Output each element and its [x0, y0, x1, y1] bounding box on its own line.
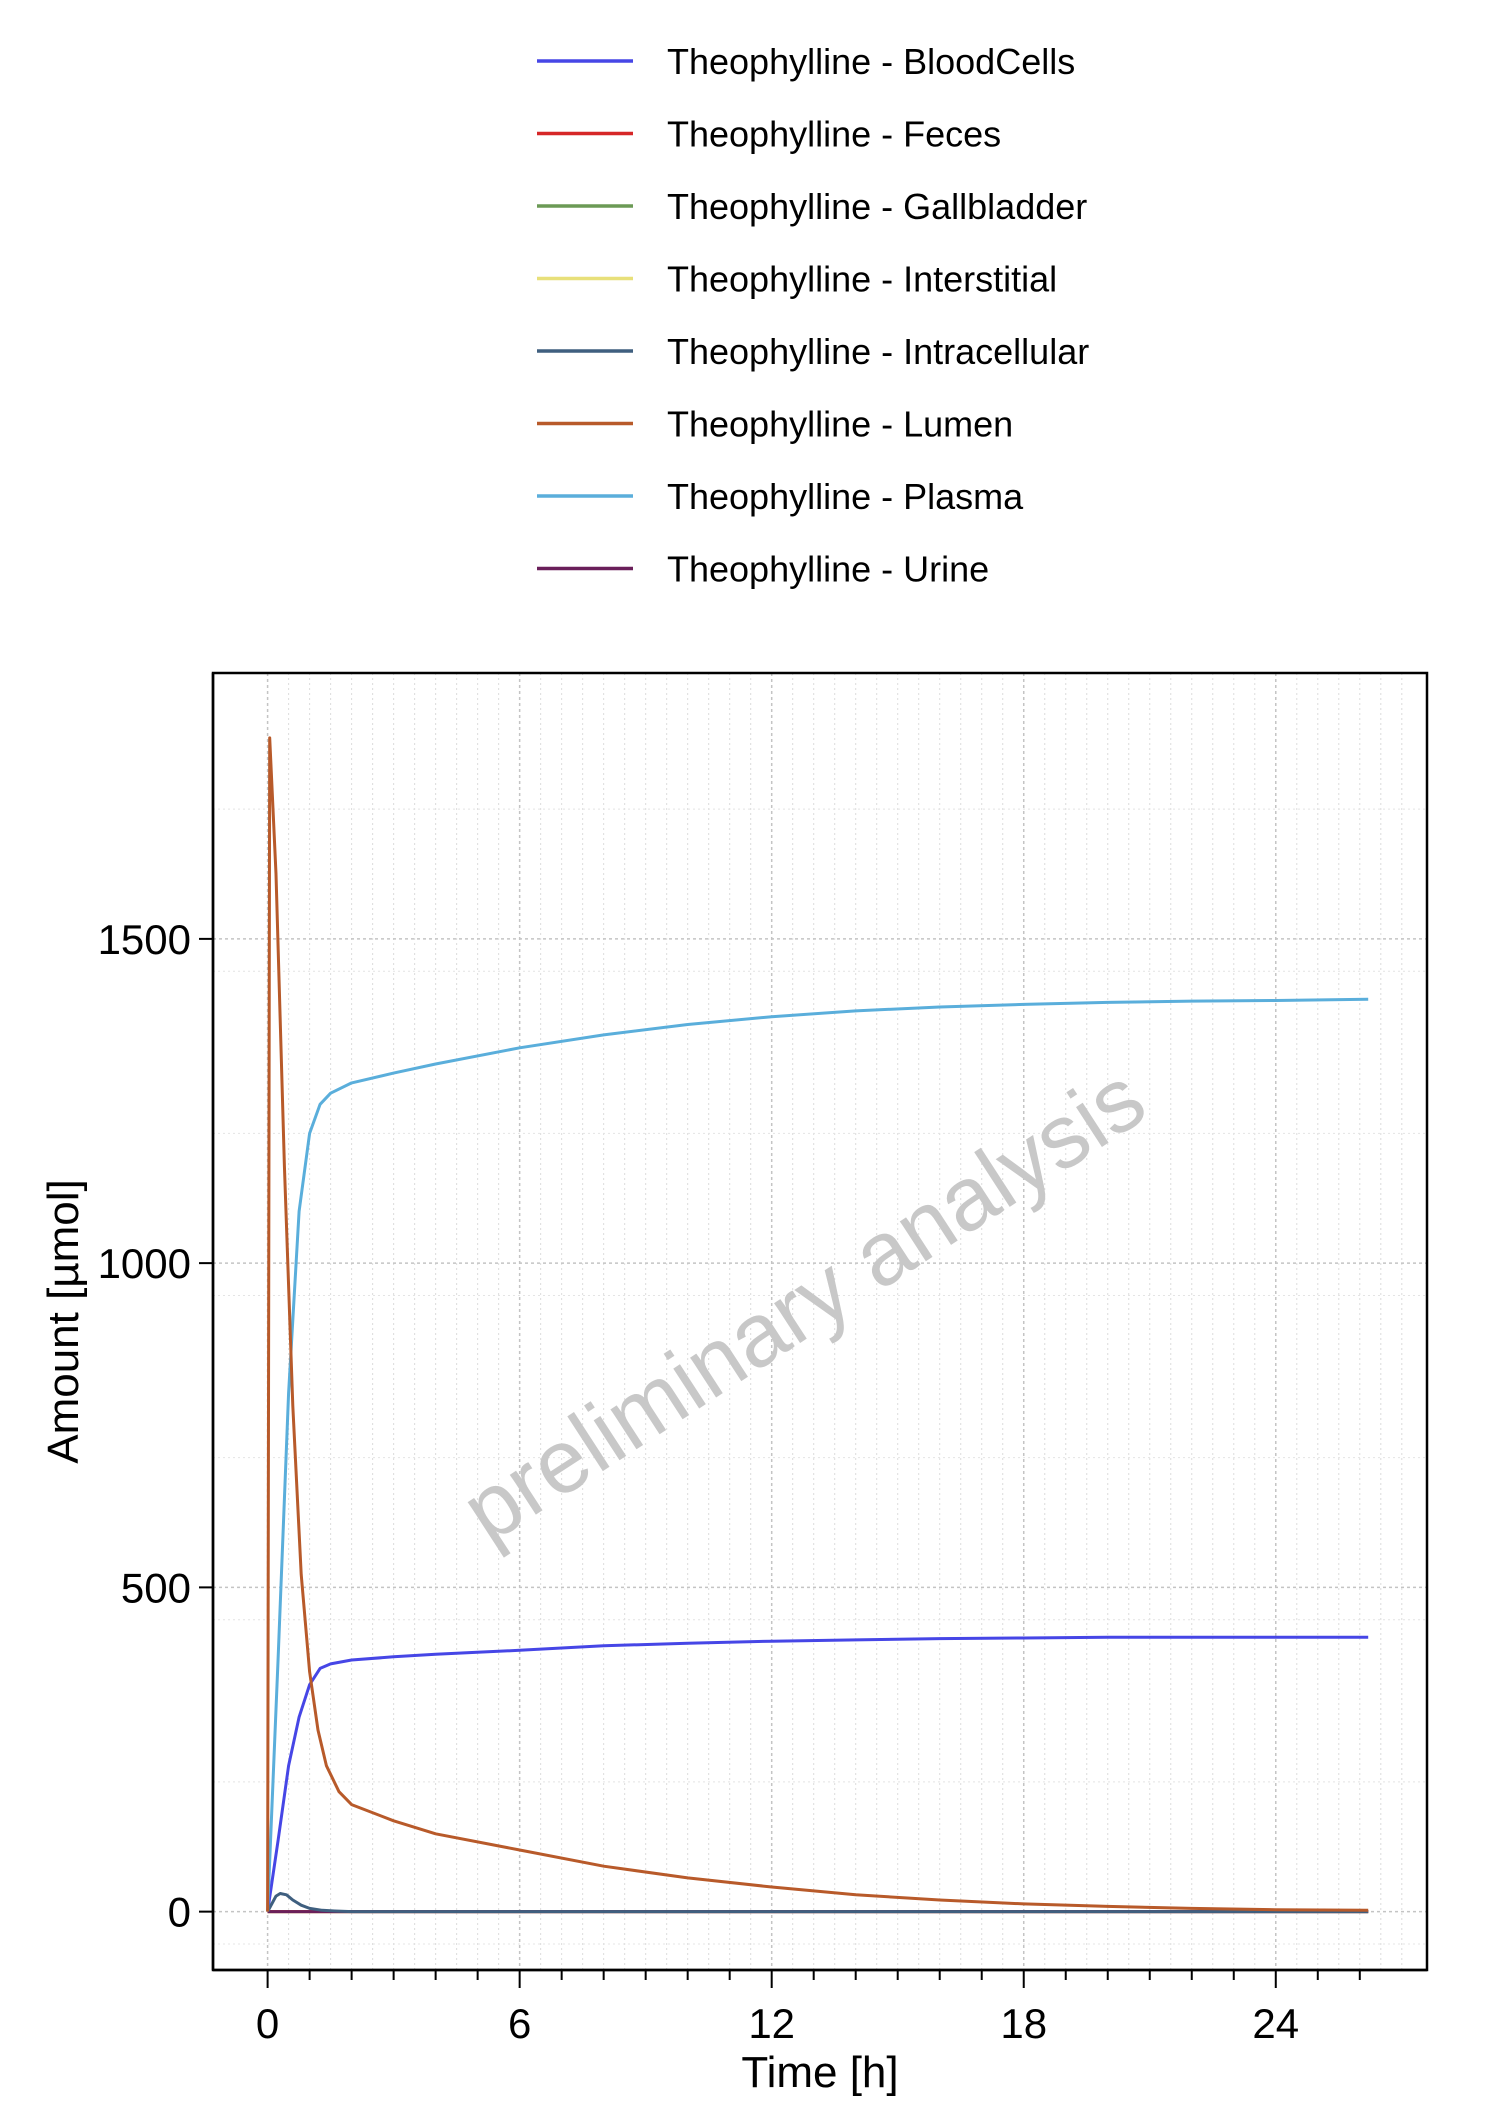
legend-label: Theophylline - Feces: [667, 114, 1001, 155]
series-line-intracellular: [266, 1892, 1369, 1914]
plot-panel: [213, 673, 1427, 1970]
legend-item: Theophylline - Lumen: [537, 404, 1013, 445]
x-tick-label: 0: [256, 2000, 279, 2047]
legend-item: Theophylline - Plasma: [537, 476, 1024, 517]
series-line-plasma: [266, 997, 1369, 1912]
legend-label: Theophylline - Plasma: [667, 476, 1024, 517]
legend-item: Theophylline - Gallbladder: [537, 186, 1087, 227]
series-line-lumen: [266, 736, 1369, 1912]
x-tick-label: 12: [748, 2000, 795, 2047]
y-tick-label: 1000: [98, 1240, 191, 1287]
legend-item: Theophylline - Intracellular: [537, 331, 1089, 372]
legend-item: Theophylline - Interstitial: [537, 259, 1057, 300]
y-tick-label: 1500: [98, 916, 191, 963]
legend-item: Theophylline - BloodCells: [537, 41, 1075, 82]
legend-label: Theophylline - Interstitial: [667, 259, 1057, 300]
y-tick-label: 0: [168, 1889, 191, 1936]
legend: Theophylline - BloodCells Theophylline - …: [537, 41, 1089, 590]
legend-label: Theophylline - BloodCells: [667, 41, 1075, 82]
legend-label: Theophylline - Gallbladder: [667, 186, 1087, 227]
legend-item: Theophylline - Feces: [537, 114, 1001, 155]
series-line-bloodcells: [266, 1635, 1369, 1912]
y-axis: 0 500 1000 1500: [98, 673, 215, 1970]
legend-label: Theophylline - Lumen: [667, 404, 1013, 445]
legend-label: Theophylline - Intracellular: [667, 331, 1089, 372]
x-axis: 0 6 12 18 24: [213, 1968, 1427, 2047]
legend-label: Theophylline - Urine: [667, 549, 989, 590]
series-layer: [266, 736, 1369, 1914]
x-tick-label: 6: [508, 2000, 531, 2047]
x-axis-title: Time [h]: [741, 2048, 898, 2097]
legend-item: Theophylline - Urine: [537, 549, 989, 590]
minor-grid: [213, 673, 1427, 1970]
y-tick-label: 500: [121, 1564, 191, 1611]
y-axis-title: Amount [µmol]: [39, 1179, 88, 1464]
x-tick-label: 18: [1000, 2000, 1047, 2047]
x-tick-label: 24: [1252, 2000, 1299, 2047]
